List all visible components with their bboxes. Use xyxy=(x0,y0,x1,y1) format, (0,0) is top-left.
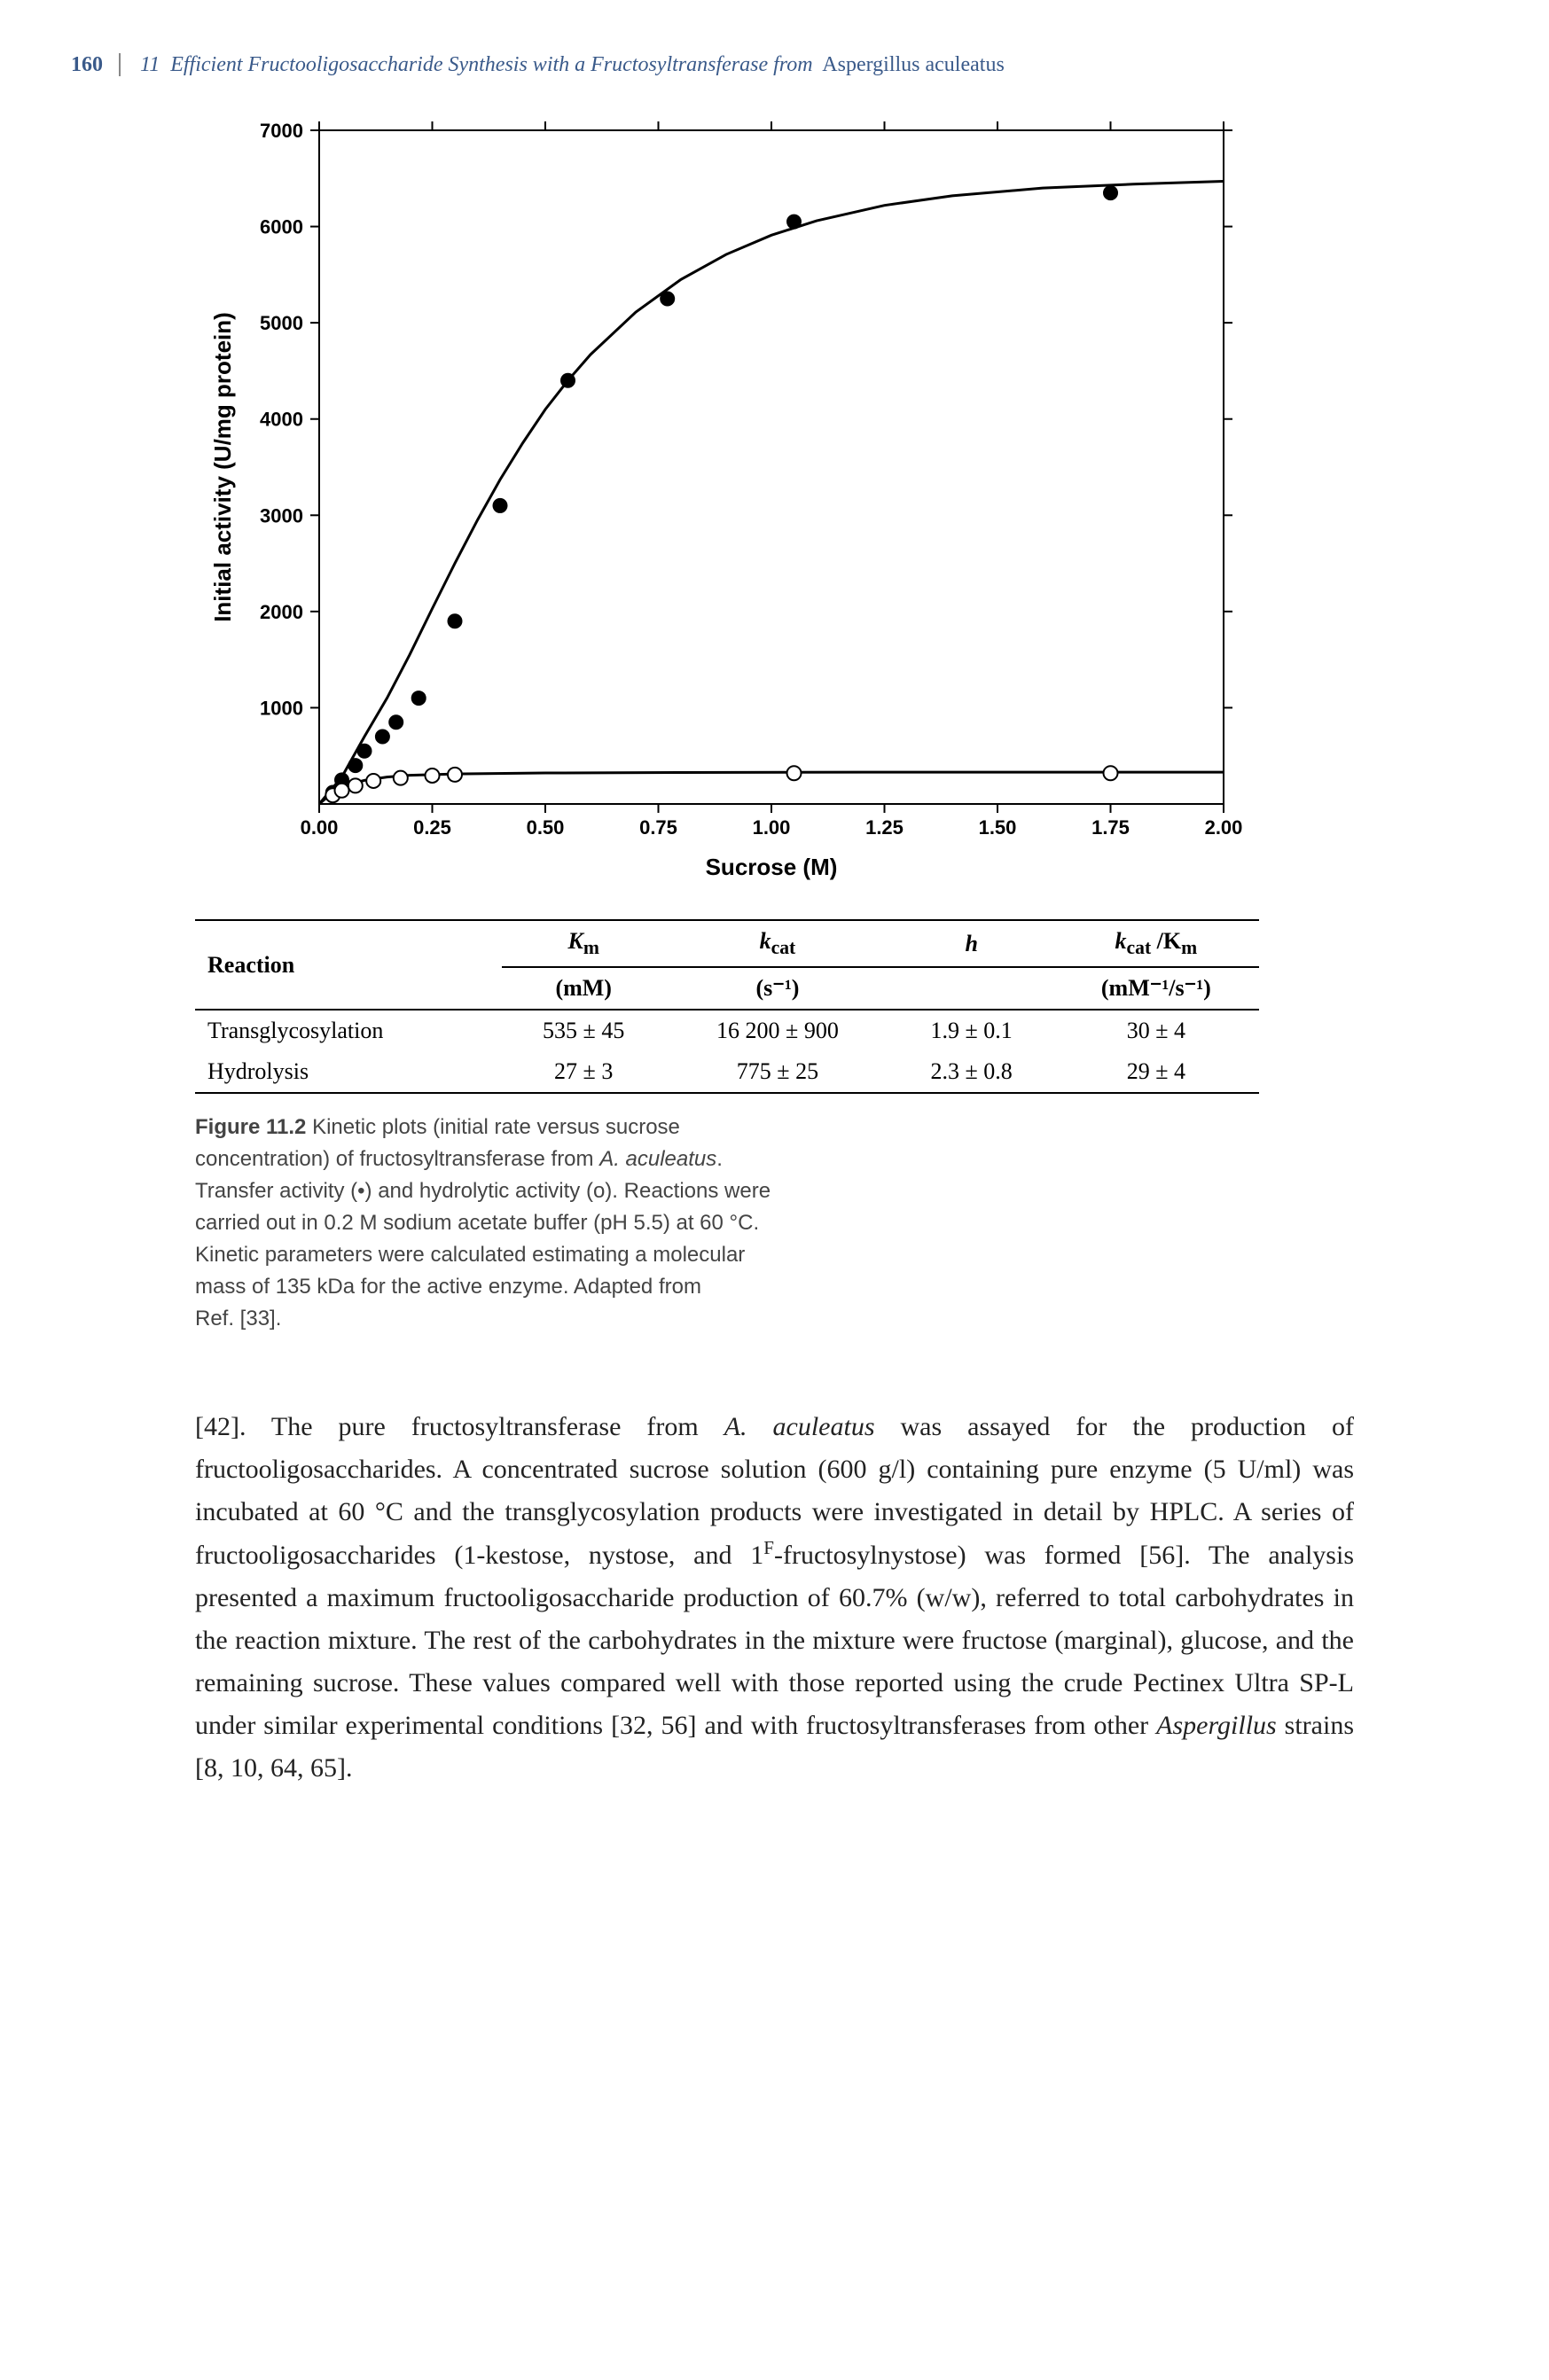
cell: Transglycosylation xyxy=(195,1010,502,1051)
svg-text:4000: 4000 xyxy=(260,409,303,431)
svg-text:0.25: 0.25 xyxy=(413,816,451,839)
cell: 535 ± 45 xyxy=(502,1010,665,1051)
cell: 29 ± 4 xyxy=(1053,1051,1259,1093)
svg-text:1000: 1000 xyxy=(260,697,303,719)
unit-kcatkm: (mM⁻¹/s⁻¹) xyxy=(1053,967,1259,1010)
cell: 2.3 ± 0.8 xyxy=(890,1051,1053,1093)
table-row: Hydrolysis 27 ± 3 775 ± 25 2.3 ± 0.8 29 … xyxy=(195,1051,1259,1093)
svg-text:Initial activity (U/mg protein: Initial activity (U/mg protein) xyxy=(209,312,236,622)
col-km: Km xyxy=(502,920,665,967)
cell: Hydrolysis xyxy=(195,1051,502,1093)
species-name: Aspergillus aculeatus xyxy=(822,53,1005,76)
kinetic-chart: 1000 2000 3000 4000 5000 6000 7000 0.00 0.25 0.50… xyxy=(195,104,1259,901)
chapter-title: Efficient Fructooligosaccharide Synthesi… xyxy=(165,53,818,76)
figure-caption: Figure 11.2 Kinetic plots (initial rate … xyxy=(195,1112,993,1335)
table-row: Transglycosylation 535 ± 45 16 200 ± 900… xyxy=(195,1010,1259,1051)
svg-text:0.00: 0.00 xyxy=(301,816,339,839)
cell: 27 ± 3 xyxy=(502,1051,665,1093)
svg-text:Sucrose (M): Sucrose (M) xyxy=(706,854,838,880)
svg-text:1.00: 1.00 xyxy=(753,816,791,839)
cell: 16 200 ± 900 xyxy=(665,1010,890,1051)
svg-text:2000: 2000 xyxy=(260,601,303,623)
svg-text:7000: 7000 xyxy=(260,120,303,142)
svg-text:6000: 6000 xyxy=(260,216,303,238)
col-kcat: kcat xyxy=(665,920,890,967)
unit-h xyxy=(890,967,1053,1010)
cell: 775 ± 25 xyxy=(665,1051,890,1093)
col-h: h xyxy=(890,920,1053,967)
svg-text:1.25: 1.25 xyxy=(865,816,904,839)
svg-text:1.50: 1.50 xyxy=(979,816,1017,839)
chapter-number: 11 xyxy=(140,53,160,76)
svg-text:0.50: 0.50 xyxy=(527,816,565,839)
svg-text:0.75: 0.75 xyxy=(639,816,677,839)
cell: 1.9 ± 0.1 xyxy=(890,1010,1053,1051)
svg-text:1.75: 1.75 xyxy=(1091,816,1130,839)
page-number: 160 xyxy=(71,53,121,76)
chart-svg: 1000 2000 3000 4000 5000 6000 7000 0.00 0.25 0.50… xyxy=(195,104,1259,901)
col-reaction: Reaction xyxy=(195,920,502,1010)
kinetic-table: Reaction Km kcat h kcat /Km (mM) (s⁻¹) (… xyxy=(195,919,1259,1094)
body-paragraph: [42]. The pure fructosyltransferase from… xyxy=(195,1406,1354,1790)
table: Reaction Km kcat h kcat /Km (mM) (s⁻¹) (… xyxy=(195,919,1259,1094)
svg-text:3000: 3000 xyxy=(260,504,303,527)
col-kcatkm: kcat /Km xyxy=(1053,920,1259,967)
svg-text:5000: 5000 xyxy=(260,312,303,334)
svg-text:2.00: 2.00 xyxy=(1205,816,1243,839)
unit-km: (mM) xyxy=(502,967,665,1010)
cell: 30 ± 4 xyxy=(1053,1010,1259,1051)
unit-kcat: (s⁻¹) xyxy=(665,967,890,1010)
page-header: 160 11 Efficient Fructooligosaccharide S… xyxy=(71,53,1478,77)
fig-label: Figure 11.2 xyxy=(195,1115,306,1139)
